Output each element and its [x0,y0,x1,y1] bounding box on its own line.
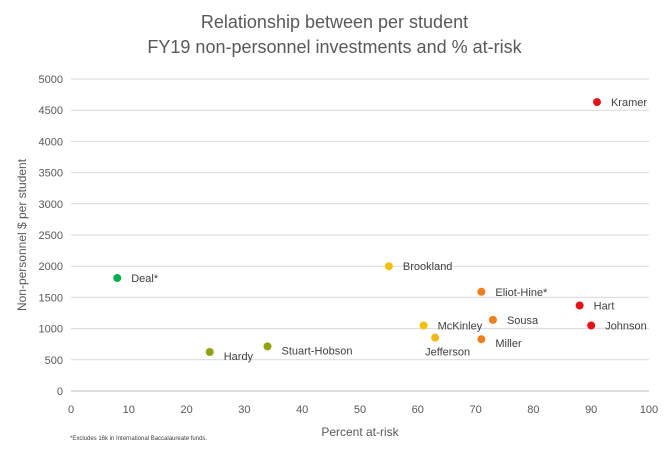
data-label: Hardy [224,351,254,363]
data-label: Brookland [403,261,453,273]
y-tick-label: 2500 [39,230,63,242]
data-label: McKinley [438,320,483,332]
x-tick-label: 70 [469,404,481,416]
data-point [113,274,122,283]
x-tick-label: 20 [180,404,192,416]
y-tick-label: 4500 [39,105,63,117]
chart-title-line-2: FY19 non-personnel investments and % at-… [147,37,522,57]
x-tick-label: 60 [412,404,424,416]
x-tick-label: 90 [585,404,597,416]
data-label: Miller [495,338,522,350]
y-tick-label: 4000 [39,136,63,148]
data-point [488,315,497,324]
y-axis-title: Non-personnel $ per student [15,158,29,311]
y-tick-label: 500 [45,355,63,367]
y-tick-label: 5000 [39,74,63,86]
data-points [113,98,601,356]
x-tick-label: 40 [296,404,308,416]
y-tick-label: 3500 [39,168,63,180]
data-label: Jefferson [425,347,470,359]
data-point [477,287,486,296]
data-label: Johnson [605,320,647,332]
x-tick-label: 100 [640,404,658,416]
chart-title-line-1: Relationship between per student [200,12,469,32]
tick-labels: 0500100015002000250030003500400045005000… [39,74,659,416]
data-point [575,301,584,310]
data-label: Deal* [131,273,159,285]
chart-title: Relationship between per student FY19 no… [0,10,669,60]
data-label: Hart [594,301,615,313]
data-point [419,321,428,330]
x-tick-label: 50 [354,404,366,416]
data-point [587,321,596,330]
data-point [384,262,393,271]
data-point [477,335,486,344]
data-point [592,98,601,107]
data-label: Stuart-Hobson [282,345,353,357]
gridlines [71,78,649,361]
x-tick-label: 80 [527,404,539,416]
data-point [263,342,272,351]
data-label: Sousa [507,315,539,327]
data-label: Kramer [611,97,647,109]
y-tick-label: 0 [57,386,63,398]
x-axis-title: Percent at-risk [321,425,399,439]
y-tick-label: 3000 [39,199,63,211]
x-tick-label: 0 [68,404,74,416]
point-labels: Deal* Hardy Stuart-Hobson Brookland McKinley… [131,97,647,363]
footnote: *Excludes 16k in International Baccalaur… [70,436,208,442]
y-tick-label: 2000 [39,261,63,273]
x-tick-label: 30 [238,404,250,416]
data-label: Eliot-Hine* [495,287,548,299]
data-point [205,348,214,356]
x-tick-label: 10 [123,404,135,416]
data-point [431,333,440,342]
y-tick-label: 1000 [39,324,63,336]
y-tick-label: 1500 [39,292,63,304]
